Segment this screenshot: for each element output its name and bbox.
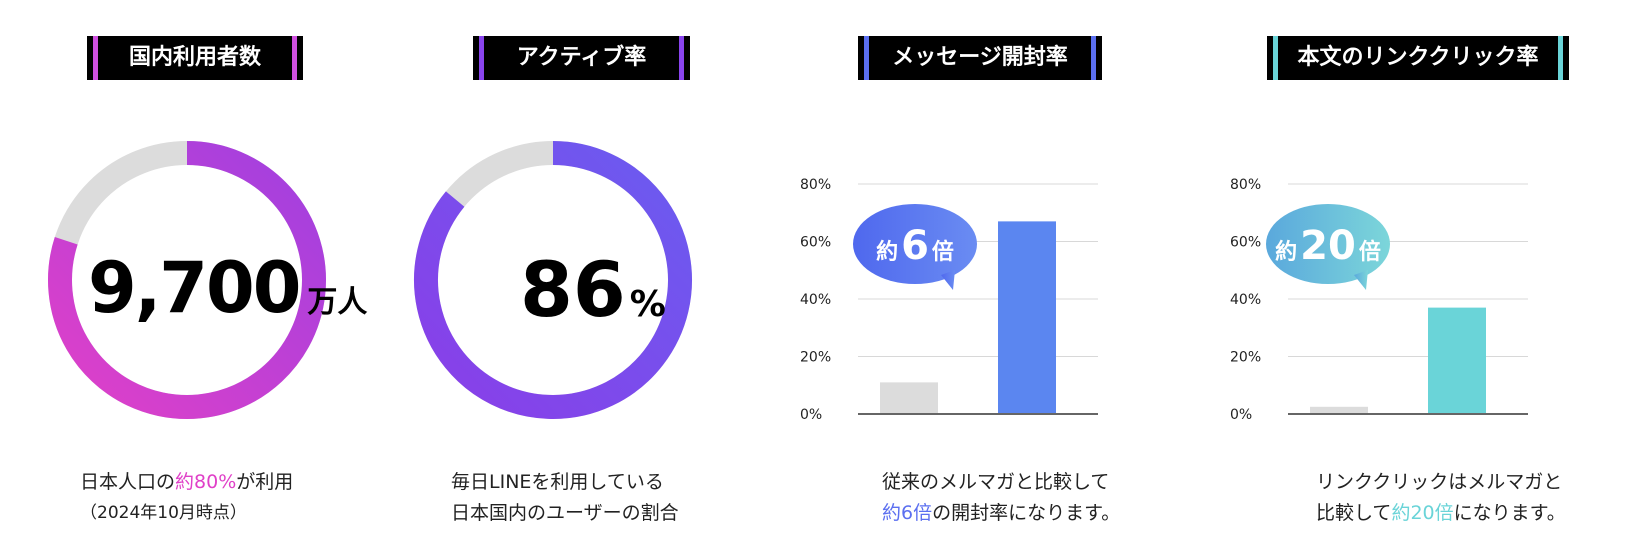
click-rate-y-tick: 20% <box>1230 350 1261 366</box>
badge-users: 国内利用者数 <box>87 36 303 80</box>
open-desc-highlight: 約6倍 <box>882 502 933 524</box>
users-desc-date: （2024年10月時点） <box>80 503 247 523</box>
badge-open-rate: メッセージ開封率 <box>858 36 1102 80</box>
users-unit: 万人 <box>307 285 368 320</box>
active-rate-description: 毎日LINEを利用している 日本国内のユーザーの割合 <box>451 467 679 529</box>
panel-active-rate: アクティブ率 86% 毎日LINEを利用している 日本国内のユーザーの割合 <box>385 0 765 554</box>
bar-chart-click-rate: 0% 20% 40% 60% 80% 約20 倍 <box>1230 177 1528 423</box>
badge-users-label: 国内利用者数 <box>128 45 261 70</box>
click-desc-post: になります。 <box>1453 502 1566 524</box>
open-rate-y-tick: 60% <box>800 235 831 251</box>
users-number: 9,700 <box>88 247 301 329</box>
badge-active-rate-label: アクティブ率 <box>516 45 647 70</box>
badge-active-rate: アクティブ率 <box>473 36 690 80</box>
badge-open-rate-label: メッセージ開封率 <box>892 45 1068 70</box>
users-ring-arc <box>48 141 326 419</box>
open-rate-y-tick: 40% <box>800 292 831 308</box>
click-rate-ratio-bubble: 約20 倍 <box>1266 204 1390 290</box>
open-rate-y-tick: 0% <box>800 407 822 423</box>
click-rate-ratio-text: 約20 倍 <box>1275 223 1381 269</box>
open-rate-y-tick: 20% <box>800 350 831 366</box>
ring-chart-active-rate <box>414 141 692 419</box>
open-rate-bar-2 <box>998 221 1056 414</box>
click-desc-pre: 比較して <box>1316 502 1392 524</box>
users-value: 9,700 万人 <box>88 248 367 343</box>
click-rate-description: リンククリックはメルマガと 比較して約20倍になります。 <box>1316 467 1566 529</box>
click-rate-y-tick: 80% <box>1230 177 1261 193</box>
active-desc-line2: 日本国内のユーザーの割合 <box>451 502 679 524</box>
click-rate-y-tick: 40% <box>1230 292 1261 308</box>
click-rate-bar-2 <box>1428 307 1486 414</box>
active-rate-value: 86% <box>520 250 666 345</box>
panel-users: 国内利用者数 9,700 万人 日本人口の約80%が利用 （2024年10月時点） <box>0 0 380 554</box>
open-desc-post: の開封率になります。 <box>932 502 1121 524</box>
open-desc-line1: 従来のメルマガと比較して <box>882 471 1110 493</box>
panel-open-rate: メッセージ開封率 0% 20% 40% 60% 80% 約6 倍 従来のメルマガと比較して … <box>800 0 1200 554</box>
active-desc-line1: 毎日LINEを利用している <box>451 471 664 493</box>
users-desc-pre: 日本人口の <box>80 471 176 493</box>
click-rate-bar-1 <box>1310 406 1368 414</box>
users-desc-post: が利用 <box>236 471 294 493</box>
panel-click-rate: 本文のリンククリック率 0% 20% 40% 60% 80% 約20 倍 リンククリックはメ… <box>1230 0 1630 554</box>
active-rate-number: 86 <box>520 245 626 334</box>
bar-chart-open-rate: 0% 20% 40% 60% 80% 約6 倍 <box>800 177 1098 423</box>
open-rate-y-tick: 80% <box>800 177 831 193</box>
active-rate-unit: % <box>629 284 666 325</box>
open-rate-bar-1 <box>880 382 938 414</box>
click-rate-y-tick: 60% <box>1230 235 1261 251</box>
open-rate-ratio-text: 約6 倍 <box>876 223 954 269</box>
open-rate-ratio-bubble: 約6 倍 <box>853 204 977 290</box>
click-desc-line1: リンククリックはメルマガと <box>1316 471 1563 493</box>
active-rate-ring-arc <box>414 141 692 419</box>
ring-chart-users <box>48 141 326 419</box>
badge-click-rate: 本文のリンククリック率 <box>1267 36 1569 80</box>
click-desc-highlight: 約20倍 <box>1391 502 1454 524</box>
users-description: 日本人口の約80%が利用 （2024年10月時点） <box>80 467 293 529</box>
click-rate-y-tick: 0% <box>1230 407 1252 423</box>
users-desc-highlight: 約80% <box>175 471 237 493</box>
badge-click-rate-label: 本文のリンククリック率 <box>1297 45 1539 70</box>
open-rate-description: 従来のメルマガと比較して 約6倍の開封率になります。 <box>882 467 1120 529</box>
